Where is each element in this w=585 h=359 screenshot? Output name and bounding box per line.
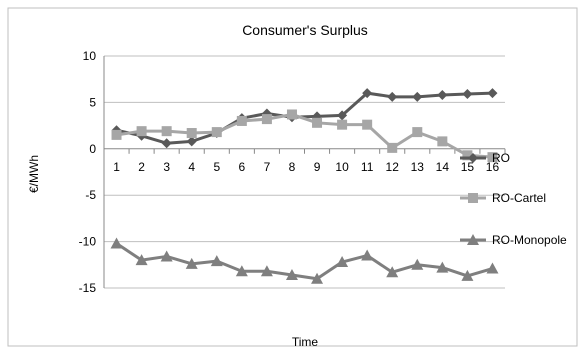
x-tick-label-13: 13 bbox=[411, 160, 425, 174]
data-point-ro-11 bbox=[362, 88, 373, 99]
series-line-ro-monopole bbox=[115, 242, 493, 281]
x-tick-label-1: 1 bbox=[113, 160, 120, 174]
data-point-ro-cartel-6 bbox=[236, 115, 247, 126]
legend: RO RO-Cartel RO-Monopole bbox=[460, 151, 567, 247]
series-line-ro-cartel bbox=[116, 112, 493, 159]
data-point-ro-cartel-7 bbox=[261, 114, 272, 125]
x-tick-label-14: 14 bbox=[436, 160, 450, 174]
series-layer bbox=[110, 88, 499, 284]
x-axis-label: Time bbox=[292, 335, 319, 349]
data-point-ro-16 bbox=[487, 88, 498, 99]
y-tick-label-0: 10 bbox=[83, 49, 97, 63]
data-point-ro-monopole-11 bbox=[361, 249, 374, 261]
y-tick-label-4: -10 bbox=[79, 235, 97, 249]
data-point-ro-monopole-10 bbox=[336, 256, 349, 268]
x-tick-label-12: 12 bbox=[386, 160, 400, 174]
data-point-ro-cartel-10 bbox=[337, 119, 348, 130]
series-ro-monopole bbox=[110, 237, 499, 284]
data-point-ro-cartel-9 bbox=[312, 117, 323, 128]
data-point-ro-4 bbox=[186, 136, 197, 147]
x-tick-label-3: 3 bbox=[163, 160, 170, 174]
gridlines bbox=[104, 55, 505, 289]
x-tick-label-9: 9 bbox=[314, 160, 321, 174]
data-point-ro-cartel-1 bbox=[111, 129, 122, 140]
data-point-ro-monopole-1 bbox=[110, 237, 123, 249]
x-tick-label-15: 15 bbox=[461, 160, 475, 174]
data-point-ro-monopole-16 bbox=[486, 262, 499, 274]
data-point-ro-14 bbox=[437, 89, 448, 100]
data-point-ro-cartel-13 bbox=[412, 127, 423, 138]
legend-label-ro-cartel: RO-Cartel bbox=[492, 191, 546, 205]
x-tick-label-10: 10 bbox=[335, 160, 349, 174]
series-line-ro bbox=[116, 91, 493, 145]
data-point-ro-monopole-4 bbox=[185, 257, 198, 269]
data-point-ro-monopole-2 bbox=[135, 254, 148, 266]
y-tick-label-3: -5 bbox=[85, 188, 96, 202]
chart-title: Consumer's Surplus bbox=[242, 22, 368, 38]
data-point-ro-12 bbox=[387, 91, 398, 102]
data-point-ro-cartel-2 bbox=[136, 126, 147, 137]
y-tick-label-2: 0 bbox=[89, 142, 96, 156]
series-ro-cartel bbox=[111, 109, 498, 163]
data-point-ro-cartel-16 bbox=[487, 152, 498, 163]
legend-label-ro: RO bbox=[492, 151, 510, 165]
x-tick-label-11: 11 bbox=[361, 160, 374, 174]
data-point-ro-monopole-12 bbox=[386, 266, 399, 278]
legend-item-ro-monopole: RO-Monopole bbox=[460, 233, 567, 247]
data-point-ro-monopole-3 bbox=[160, 250, 173, 262]
legend-marker-ro bbox=[468, 153, 478, 163]
data-point-ro-cartel-3 bbox=[161, 126, 172, 137]
data-point-ro-monopole-14 bbox=[436, 261, 449, 273]
legend-marker-ro-cartel bbox=[468, 193, 478, 203]
data-point-ro-monopole-15 bbox=[461, 269, 474, 281]
data-point-ro-monopole-9 bbox=[311, 272, 324, 284]
chart-border bbox=[7, 7, 578, 347]
data-point-ro-cartel-11 bbox=[362, 119, 373, 130]
data-point-ro-monopole-6 bbox=[235, 265, 248, 277]
data-point-ro-cartel-15 bbox=[462, 150, 473, 161]
y-tick-label-1: 5 bbox=[89, 95, 96, 109]
data-point-ro-cartel-14 bbox=[437, 136, 448, 147]
data-point-ro-monopole-13 bbox=[411, 258, 424, 270]
data-point-ro-cartel-5 bbox=[211, 127, 222, 138]
legend-marker-ro-monopole bbox=[467, 234, 479, 245]
data-point-ro-cartel-8 bbox=[286, 109, 297, 120]
x-tick-label-16: 16 bbox=[486, 160, 500, 174]
data-point-ro-monopole-8 bbox=[285, 269, 298, 281]
data-point-ro-3 bbox=[161, 138, 172, 149]
legend-label-ro-monopole: RO-Monopole bbox=[492, 233, 567, 247]
data-point-ro-15 bbox=[462, 89, 473, 100]
data-point-ro-cartel-12 bbox=[387, 142, 398, 153]
x-tick-label-4: 4 bbox=[188, 160, 195, 174]
data-point-ro-monopole-5 bbox=[210, 255, 223, 267]
y-tick-label-5: -15 bbox=[79, 281, 97, 295]
legend-item-ro-cartel: RO-Cartel bbox=[460, 191, 546, 205]
x-tick-label-7: 7 bbox=[264, 160, 271, 174]
x-tick-label-6: 6 bbox=[239, 160, 246, 174]
x-tick-label-8: 8 bbox=[289, 160, 296, 174]
y-axis-label: €/MWh bbox=[27, 155, 41, 193]
data-point-ro-13 bbox=[412, 91, 423, 102]
x-tick-label-5: 5 bbox=[213, 160, 220, 174]
data-point-ro-monopole-7 bbox=[260, 265, 273, 277]
x-tick-label-2: 2 bbox=[138, 160, 145, 174]
legend-item-ro: RO bbox=[460, 151, 510, 165]
data-point-ro-cartel-4 bbox=[186, 128, 197, 139]
data-point-ro-10 bbox=[337, 110, 348, 121]
